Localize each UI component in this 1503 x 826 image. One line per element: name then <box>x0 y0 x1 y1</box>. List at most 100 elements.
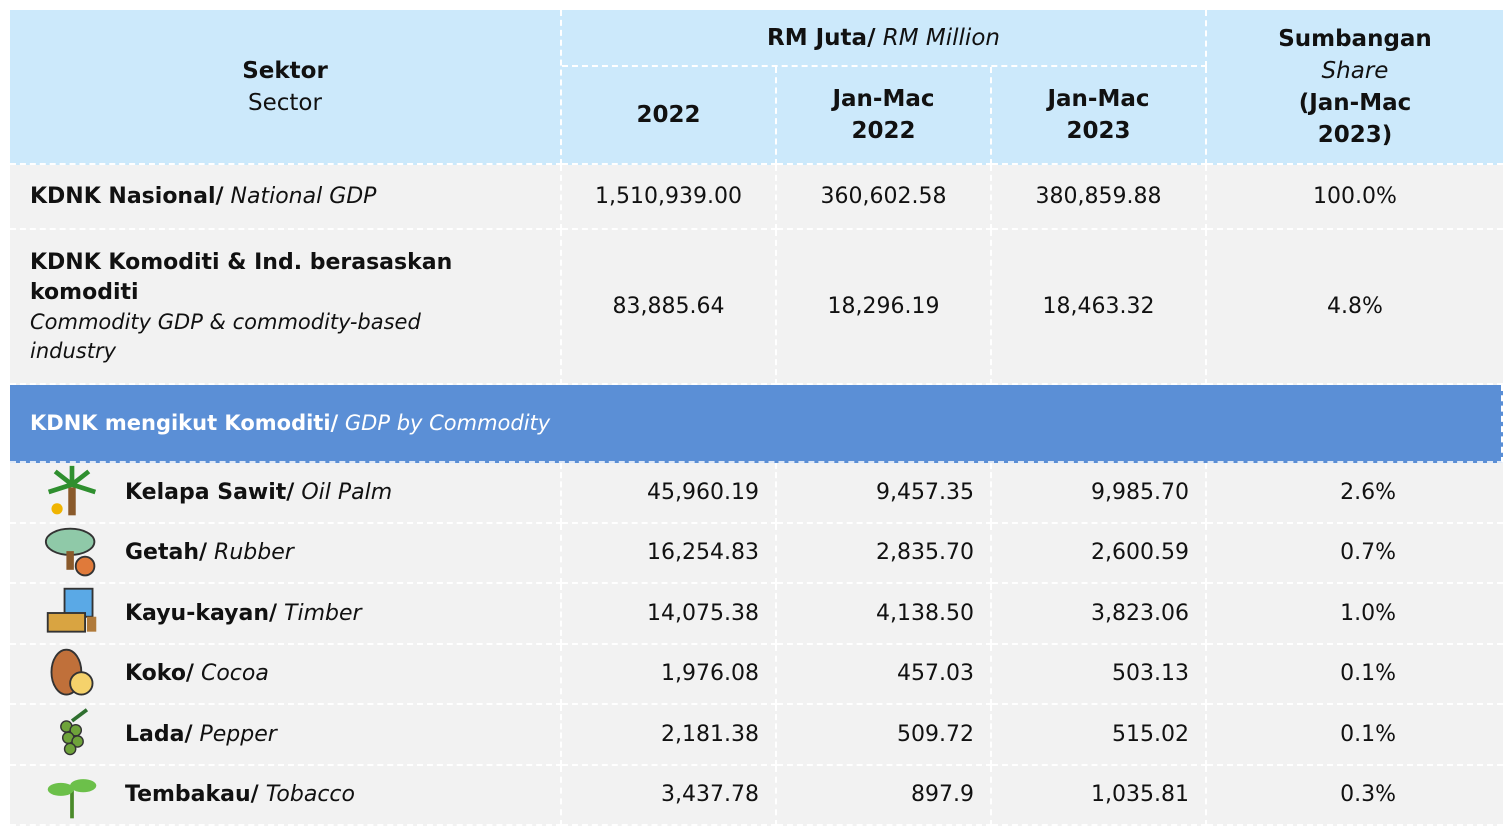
value-cell: 1,035.81 <box>992 766 1207 826</box>
value: 14,075.38 <box>647 601 759 626</box>
section-band: KDNK mengikut Komoditi/ GDP by Commodity <box>10 385 1503 463</box>
value-cell: 1.0% <box>1207 584 1503 645</box>
value-cell: 100.0% <box>1207 165 1503 230</box>
value: 2.6% <box>1340 480 1396 505</box>
value: 360,602.58 <box>821 184 947 209</box>
commodity-name-en: Pepper <box>200 722 277 747</box>
header-cell: Jan-Mac 2023 <box>992 67 1207 165</box>
commodity-label-cell: Getah/ Rubber <box>10 524 562 585</box>
header-text: Sumbangan <box>1278 23 1432 55</box>
value-cell: 18,296.19 <box>777 230 992 385</box>
section-text: KDNK mengikut Komoditi/ <box>30 411 338 435</box>
value-cell: 1,976.08 <box>562 645 777 706</box>
commodity-name: Kelapa Sawit/ <box>125 480 294 505</box>
commodity-label-cell: Kayu-kayan/ Timber <box>10 584 562 645</box>
value: 100.0% <box>1313 184 1397 209</box>
value: 1,976.08 <box>661 661 759 686</box>
value: 4.8% <box>1327 294 1383 319</box>
value: 83,885.64 <box>613 294 725 319</box>
commodity-icon <box>44 767 100 823</box>
commodity-icon <box>44 585 100 641</box>
value-cell: 14,075.38 <box>562 584 777 645</box>
header-cell: 2022 <box>562 67 777 165</box>
value-cell: 2,181.38 <box>562 705 777 766</box>
value-cell: 515.02 <box>992 705 1207 766</box>
value-cell: 2,600.59 <box>992 524 1207 585</box>
commodity-icon <box>44 464 100 520</box>
value: 2,600.59 <box>1091 540 1189 565</box>
value-cell: 45,960.19 <box>562 463 777 524</box>
commodity-name: Kayu-kayan/ <box>125 601 277 626</box>
commodity-label-cell: Lada/ Pepper <box>10 705 562 766</box>
header-text: Share <box>1322 55 1389 87</box>
value-cell: 9,457.35 <box>777 463 992 524</box>
value-cell: 0.7% <box>1207 524 1503 585</box>
value: 2,835.70 <box>876 540 974 565</box>
value: 1,035.81 <box>1091 782 1189 807</box>
value: 509.72 <box>897 722 974 747</box>
value: 16,254.83 <box>647 540 759 565</box>
value-cell: 0.3% <box>1207 766 1503 826</box>
commodity-name-en: Rubber <box>214 540 294 565</box>
value: 380,859.88 <box>1036 184 1162 209</box>
header-cell: Jan-Mac 2022 <box>777 67 992 165</box>
header-text: Sector <box>248 87 322 119</box>
row-label-bold: KDNK Nasional/ <box>30 184 224 209</box>
commodity-label-cell: Tembakau/ Tobacco <box>10 766 562 826</box>
value-cell: 0.1% <box>1207 705 1503 766</box>
value: 1.0% <box>1340 601 1396 626</box>
commodity-label-cell: Koko/ Cocoa <box>10 645 562 706</box>
commodity-name: Koko/ <box>125 661 194 686</box>
row-label-bold: KDNK Komoditi & Ind. berasaskan komoditi <box>30 248 510 308</box>
header-text: RM Juta/ <box>767 22 875 54</box>
header-text: 2022 <box>604 99 734 131</box>
commodity-icon <box>44 646 100 702</box>
value-cell: 509.72 <box>777 705 992 766</box>
value-cell: 2.6% <box>1207 463 1503 524</box>
header-text: RM Million <box>883 22 1000 54</box>
commodity-name: Lada/ <box>125 722 193 747</box>
value-cell: 3,823.06 <box>992 584 1207 645</box>
header-text: Jan-Mac 2023 <box>1034 83 1164 147</box>
value: 45,960.19 <box>647 480 759 505</box>
value: 0.1% <box>1340 722 1396 747</box>
commodity-label-cell: Kelapa Sawit/ Oil Palm <box>10 463 562 524</box>
value: 4,138.50 <box>876 601 974 626</box>
commodity-name-en: Tobacco <box>266 782 355 807</box>
section-text: GDP by Commodity <box>345 411 550 435</box>
value-cell: 9,985.70 <box>992 463 1207 524</box>
header-text: Jan-Mac 2022 <box>819 83 949 147</box>
value: 897.9 <box>911 782 974 807</box>
value-cell: 18,463.32 <box>992 230 1207 385</box>
header-cell: Sektor Sector <box>10 10 562 165</box>
header-cell: Sumbangan Share (Jan-Mac 2023) <box>1207 10 1503 165</box>
row-label-italic: National GDP <box>231 184 377 209</box>
value-cell: 16,254.83 <box>562 524 777 585</box>
value-cell: 897.9 <box>777 766 992 826</box>
value: 1,510,939.00 <box>595 184 742 209</box>
value: 0.1% <box>1340 661 1396 686</box>
row-label-cell: KDNK Komoditi & Ind. berasaskan komoditi… <box>10 230 562 385</box>
value: 3,437.78 <box>661 782 759 807</box>
value-cell: 4.8% <box>1207 230 1503 385</box>
commodity-name-en: Cocoa <box>201 661 269 686</box>
value: 457.03 <box>897 661 974 686</box>
commodity-name-en: Oil Palm <box>301 480 392 505</box>
value: 18,463.32 <box>1043 294 1155 319</box>
value: 9,457.35 <box>876 480 974 505</box>
value-cell: 2,835.70 <box>777 524 992 585</box>
value-cell: 503.13 <box>992 645 1207 706</box>
header-cell: RM Juta/ RM Million <box>562 10 1207 67</box>
row-label: KDNK Nasional/ National GDP <box>30 182 510 212</box>
value-cell: 4,138.50 <box>777 584 992 645</box>
row-label: KDNK Komoditi & Ind. berasaskan komoditi… <box>30 248 510 366</box>
commodity-icon <box>44 706 100 762</box>
value-cell: 360,602.58 <box>777 165 992 230</box>
value: 515.02 <box>1112 722 1189 747</box>
header-text: Sektor <box>242 55 328 87</box>
row-label-italic: Commodity GDP & commodity-based industry <box>30 308 510 366</box>
value-cell: 457.03 <box>777 645 992 706</box>
header-text: (Jan-Mac 2023) <box>1280 87 1430 151</box>
value: 0.7% <box>1340 540 1396 565</box>
